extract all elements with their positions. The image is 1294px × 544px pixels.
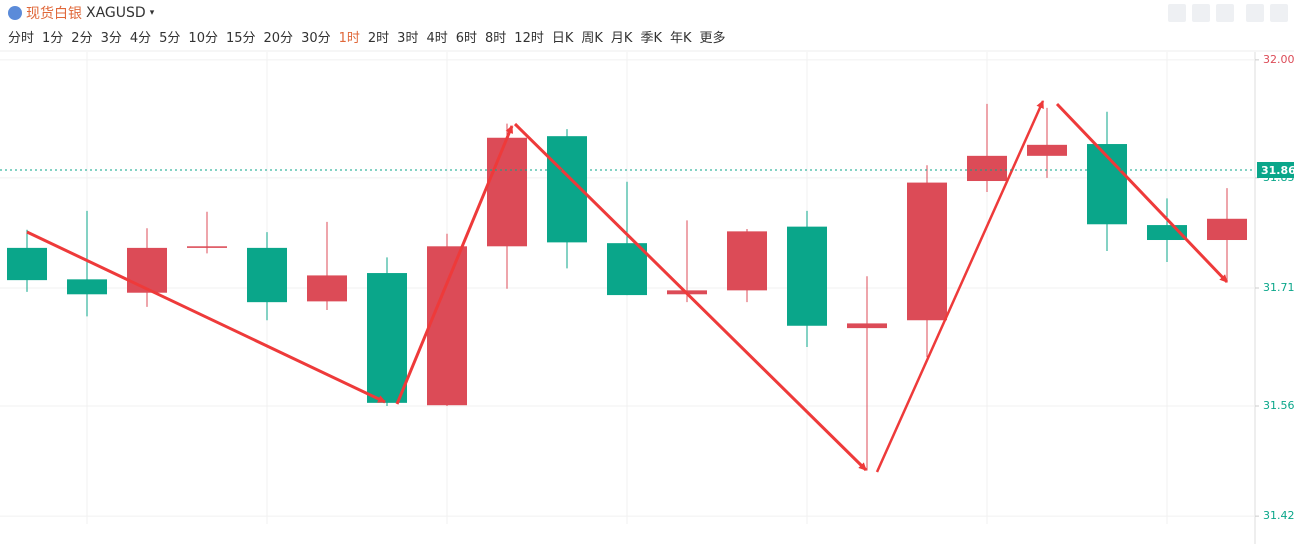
tool-button[interactable] — [1246, 4, 1264, 22]
candle-body — [487, 137, 527, 247]
interval-bar: 分时 1分 2分 3分 4分 5分 10分 15分 20分 30分 1时 2时 3时 4时 6时 8时 12时日… — [8, 27, 726, 46]
y-tick-label: 31.71 — [1263, 281, 1294, 294]
interval[interactable]: 月K — [610, 31, 633, 46]
y-tick-label: 32.00 — [1263, 53, 1294, 66]
interval[interactable]: 2时 — [367, 31, 390, 46]
interval[interactable]: 4时 — [426, 31, 448, 46]
y-tick-label: 31.56 — [1263, 399, 1294, 412]
tool-button[interactable] — [1216, 4, 1234, 22]
interval[interactable]: 分时 — [8, 31, 35, 46]
tools — [1168, 4, 1288, 22]
arrow — [513, 122, 868, 472]
annotation-arrows — [26, 100, 1229, 473]
candle-body — [67, 279, 107, 295]
interval[interactable]: 3分 — [100, 31, 122, 46]
dropdown: ▾ — [149, 8, 155, 18]
candle-body — [307, 275, 347, 302]
arrow — [875, 100, 1045, 473]
interval[interactable]: 1分 — [42, 31, 64, 46]
interval[interactable]: 4分 — [129, 31, 152, 46]
y-tick-label: 31.42 — [1263, 509, 1294, 522]
candle-body — [187, 246, 227, 248]
interval[interactable]: 1时 — [338, 31, 360, 46]
interval[interactable]: 2分 — [71, 31, 93, 46]
interval[interactable]: 10分 — [188, 31, 218, 46]
interval[interactable]: 季K — [640, 31, 662, 46]
interval[interactable]: 日K — [551, 31, 574, 46]
candle-body — [727, 231, 767, 291]
tool-button[interactable] — [1168, 4, 1186, 22]
symbol-title[interactable]: 现货白银 XAGUSD ▾ — [8, 3, 154, 23]
arrow — [26, 230, 386, 404]
symbol-icon — [8, 6, 22, 20]
interval[interactable]: 15分 — [225, 31, 256, 46]
title: 现货白银 — [26, 6, 82, 22]
tool-button[interactable] — [1192, 4, 1210, 22]
candle-body — [247, 247, 287, 303]
interval[interactable]: 更多 — [699, 31, 726, 46]
interval[interactable]: 20分 — [263, 31, 294, 46]
interval[interactable]: 3时 — [397, 31, 419, 46]
candle-body — [787, 226, 827, 326]
candle-body — [427, 246, 467, 406]
interval[interactable]: 8时 — [485, 31, 507, 46]
arrow — [1055, 102, 1229, 284]
close-button[interactable] — [1270, 4, 1288, 22]
interval[interactable]: 5分 — [159, 31, 181, 46]
candle-body — [1027, 144, 1067, 156]
candle-body — [907, 182, 947, 321]
candle-body — [967, 155, 1007, 182]
candle-body — [7, 247, 47, 281]
toolbar: 现货白银 XAGUSD ▾ 分时 1分 2分 3分 4分 5分 10分 15分 20分 30分 1时 2时… — [0, 0, 1294, 52]
candle-body — [127, 247, 167, 293]
candle-body — [607, 243, 647, 296]
interval[interactable]: 6时 — [455, 31, 478, 46]
candle-body — [367, 273, 407, 403]
symbol: XAGUSD — [86, 5, 146, 21]
last-price-label: 31.86 — [1261, 164, 1294, 177]
arrow — [395, 125, 514, 405]
interval[interactable]: 30分 — [301, 31, 331, 46]
last-price-tag — [1257, 162, 1294, 178]
interval[interactable]: 周K — [581, 31, 603, 46]
candle-body — [1207, 218, 1247, 241]
interval[interactable]: 年K — [669, 31, 692, 46]
interval[interactable]: 12时 — [514, 31, 544, 46]
candle-body — [847, 323, 887, 329]
